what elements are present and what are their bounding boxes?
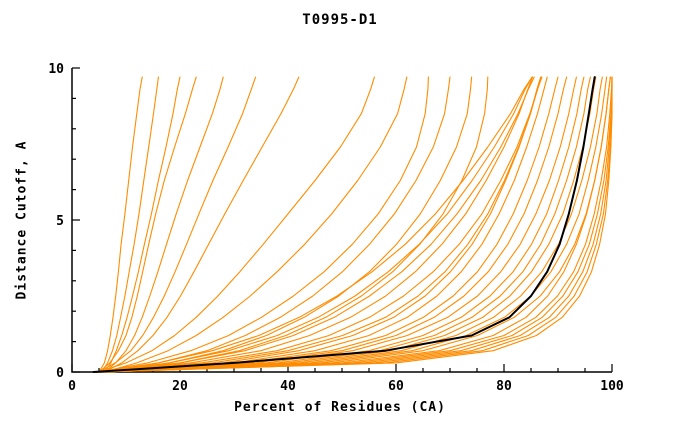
curve-model-10: [98, 76, 429, 373]
curve-model-30: [103, 76, 613, 373]
curve-model-22: [98, 76, 608, 373]
curve-model-32: [98, 76, 534, 373]
curve-model-17: [103, 76, 577, 373]
curve-reference: [92, 76, 596, 373]
curve-model-05: [103, 76, 224, 373]
curve-model-27: [103, 76, 613, 373]
curve-model-34: [98, 76, 535, 373]
x-tick-label: 80: [496, 379, 512, 394]
curve-model-18: [98, 76, 585, 373]
curve-model-25: [103, 76, 543, 373]
curve-model-09: [103, 76, 408, 373]
curve-model-13: [103, 76, 489, 373]
curve-model-16: [98, 76, 568, 373]
curve-model-29: [101, 76, 613, 373]
curve-model-07: [103, 76, 300, 373]
x-tick-label: 0: [68, 379, 76, 394]
y-tick-label: 10: [48, 62, 64, 77]
curve-model-08: [98, 76, 375, 373]
curve-model-15: [103, 76, 559, 373]
y-tick-label: 0: [56, 366, 64, 381]
curve-model-11: [103, 76, 451, 373]
y-tick-label: 5: [56, 214, 64, 229]
curve-model-21: [103, 76, 603, 373]
curve-model-03: [103, 76, 181, 373]
curve-model-26: [98, 76, 611, 373]
curve-model-06: [98, 76, 257, 373]
x-tick-label: 100: [600, 379, 624, 394]
y-axis-label: Distance Cutoff, A: [14, 140, 30, 300]
curve-model-12: [98, 76, 473, 373]
chart-title: T0995-D1: [302, 12, 378, 28]
curve-model-04: [98, 76, 197, 373]
x-axis-label: Percent of Residues (CA): [234, 400, 446, 415]
curve-model-01: [98, 76, 143, 373]
curve-model-31: [98, 76, 613, 373]
curve-model-35: [103, 76, 533, 373]
curve-model-33: [103, 76, 543, 373]
curve-model-14: [98, 76, 548, 373]
curve-model-19: [103, 76, 591, 373]
x-tick-label: 20: [172, 379, 188, 394]
x-tick-label: 60: [388, 379, 404, 394]
curve-model-36: [98, 76, 533, 373]
curve-model-02: [101, 76, 159, 373]
curve-model-28: [98, 76, 613, 373]
x-tick-label: 40: [280, 379, 296, 394]
